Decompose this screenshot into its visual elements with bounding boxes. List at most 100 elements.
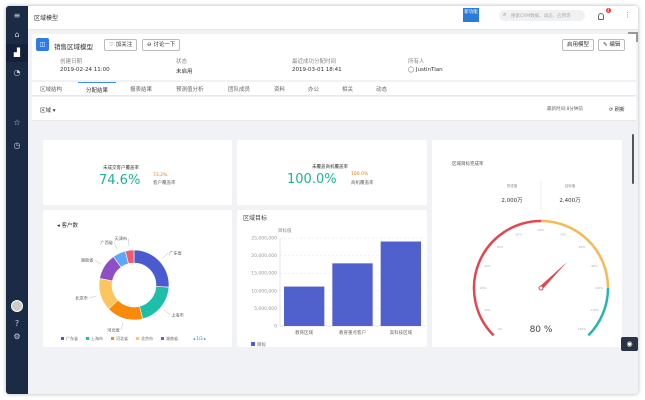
tab-0[interactable]: 区域结构 (40, 87, 63, 93)
y-tick-label: 25,000,000 (251, 236, 277, 242)
legend-label: 北京市 (141, 335, 153, 341)
tab-8[interactable]: 动态 (376, 87, 388, 93)
gauge-tick-label: 50% (515, 232, 522, 236)
legend-label: 河北省 (116, 335, 128, 341)
kpi-title: 未成交客户覆盖率 (103, 166, 139, 171)
bar-chart-card: 区域目标 目标值 0 5,000,000 10,000,000 15,000,000 20,… (237, 210, 427, 348)
follow-button[interactable]: ♡ 加关注 (104, 39, 138, 51)
stat-label: 完成值 (507, 183, 518, 188)
gauge-pivot (538, 285, 544, 291)
sidebar: ≡ ⌂ ▟ ◔ ☆ ◷ ? ⚙ (6, 6, 28, 394)
app-title: 区域模型 (34, 15, 59, 22)
y-tick-label: 10,000,000 (251, 288, 277, 294)
y-tick-label: 5,000,000 (254, 306, 277, 312)
gauge-tick-label: 70% (560, 232, 567, 236)
slice-label: 广西省 (100, 239, 113, 246)
refresh-label: 刷新 (614, 107, 625, 113)
tab-1[interactable]: 分配结果 (78, 82, 117, 96)
legend-swatch (136, 337, 139, 340)
legend-label: 湖南省 (166, 335, 178, 341)
legend-swatch (86, 337, 89, 340)
donut-chart-card: ◂ 客户数 广东省 上海市 河北省 北京市 湖南省 广西省 天津市 广东省 上海市 河北省 北京市 湖南… (43, 210, 232, 347)
gauge-tick-label: 100% (595, 286, 604, 290)
chart-title: 区域目标 (243, 214, 267, 222)
menu-icon[interactable]: ≡ (13, 11, 21, 20)
chart-title: ◂ 客户数 (57, 221, 79, 229)
kpi-card-customer-coverage: 未成交客户覆盖率 74.6% 73.2% 客户覆盖率 (43, 140, 232, 205)
owner-name: JustinTian (415, 67, 443, 73)
star-icon[interactable]: ☆ (13, 118, 21, 127)
tab-7[interactable]: 相关 (342, 87, 354, 93)
donut-slice (133, 249, 170, 288)
kpi-sub-label: 商机覆盖率 (351, 181, 374, 186)
discuss-button[interactable]: ⊖ 讨论一下 (142, 39, 181, 51)
clock-icon[interactable]: ◷ (13, 141, 21, 150)
gauge-needle (539, 261, 568, 290)
region-dropdown[interactable]: 区域 ▾ (40, 108, 56, 114)
tab-4[interactable]: 团队成员 (228, 87, 251, 93)
notification-count: 4 (606, 8, 611, 13)
label-line (127, 238, 130, 247)
legend-swatch (111, 337, 114, 340)
chat-icon[interactable]: ◉ (621, 337, 638, 351)
gauge-tick-label: 20% (480, 286, 487, 290)
gauge-tick-label: 80% (579, 245, 586, 249)
refresh-button[interactable]: ⟳ 刷新 (609, 107, 625, 113)
stat-value: 2,000万 (501, 197, 523, 204)
home-icon[interactable]: ⌂ (14, 30, 20, 39)
kpi-title: 未覆盖商机覆盖率 (312, 165, 348, 170)
slice-label: 广东省 (169, 249, 182, 256)
x-tick-label: 教育重点客户 (339, 329, 366, 336)
avatar[interactable] (11, 300, 23, 312)
slice-label: 北京市 (75, 295, 88, 302)
donut-slice (139, 286, 170, 320)
legend-swatch (161, 337, 164, 340)
tab-bar: 区域结构 分配结果 报表结果 预测值分析 团队成员 资料 办公 相关 动态 (32, 82, 636, 96)
gauge-tick-label: 120% (578, 327, 587, 331)
edit-button[interactable]: ✎ 编辑 (598, 39, 626, 51)
gauge-tick-label: 30% (484, 264, 491, 268)
pie-icon[interactable]: ◔ (13, 68, 21, 77)
y-axis-label: 目标值 (278, 227, 292, 234)
tab-5[interactable]: 资料 (274, 87, 286, 93)
gauge-tick-label: 60% (538, 228, 545, 232)
x-tick-label: 高科技区域 (390, 329, 413, 336)
bell-icon[interactable] (598, 13, 604, 20)
more-icon[interactable]: ⋮ (624, 11, 631, 19)
tab-6[interactable]: 办公 (308, 87, 320, 93)
stat-value: 2,400万 (559, 197, 581, 204)
kpi-card-opportunity-coverage: 未覆盖商机覆盖率 100.0% 100.0% 商机覆盖率 (237, 140, 427, 205)
slice-label: 河北省 (107, 327, 120, 334)
field-owner[interactable]: ◯ JustinTian (408, 67, 443, 73)
legend-label: 目标 (257, 341, 266, 347)
new-feature-badge[interactable]: 新功能 (463, 8, 479, 22)
tab-3[interactable]: 预测值分析 (176, 87, 204, 93)
label-line (113, 242, 118, 250)
donut-slice (124, 249, 135, 265)
record-header: ◫ 销售区域模型 ♡ 加关注 ⊖ 讨论一下 启用模型 ✎ 编辑 创建日期 201… (32, 34, 636, 80)
gauge-tick-label: 10% (484, 308, 491, 312)
field-label: 创建日期 (60, 59, 83, 65)
scrollbar[interactable] (632, 134, 634, 184)
gear-icon[interactable]: ⚙ (13, 332, 21, 341)
gauge-tick-label: 90% (591, 264, 598, 268)
kpi-sub-value: 73.2% (153, 173, 168, 178)
gauge-card: 区域目标完成率 完成值 2,000万 目标值 2,400万 0% 10% 20% 30% 40% 5… (432, 140, 622, 347)
bar (332, 263, 373, 326)
chart-icon[interactable]: ▟ (6, 44, 28, 62)
gauge-band (472, 219, 542, 337)
enable-model-button[interactable]: 启用模型 (562, 39, 595, 51)
top-bar: 区域模型 新功能 ⌕ 搜索CRM数据、动态、应用等 4 ⋮ (28, 6, 638, 30)
search-input[interactable]: ⌕ 搜索CRM数据、动态、应用等 (499, 10, 585, 21)
gauge-band (540, 219, 610, 289)
help-icon[interactable]: ? (14, 319, 20, 328)
legend-pager: ◂ 1/3 ▸ (193, 336, 206, 341)
chart-title: 区域目标完成率 (452, 160, 484, 167)
tab-2[interactable]: 报表结果 (130, 87, 153, 93)
y-tick-label: 0 (274, 324, 277, 330)
field-label: 最近成功分配时间 (292, 59, 337, 65)
updated-time: 最新时间:8分钟前 (547, 107, 583, 112)
